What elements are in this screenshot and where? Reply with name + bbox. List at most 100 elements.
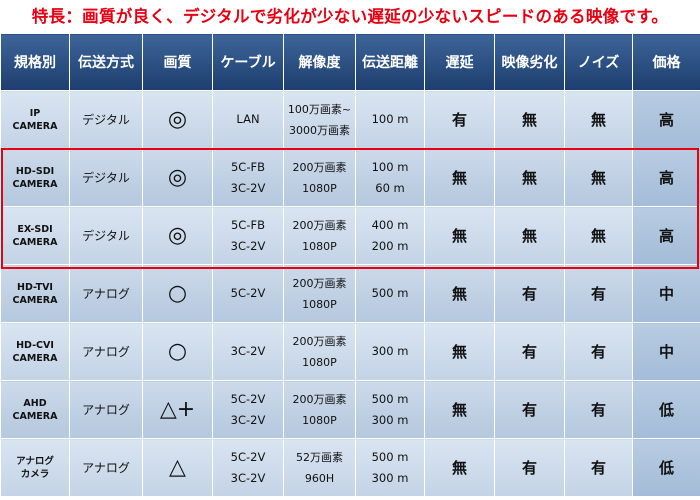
cell-price: 中 (632, 322, 700, 381)
cell-price: 低 (632, 380, 700, 439)
cell-degradation: 有 (494, 264, 565, 323)
cell-distance-line: 500 m (371, 391, 409, 406)
cell-cable: 5C-2V 3C-2V (212, 438, 284, 497)
cell-cable-line: LAN (236, 112, 260, 126)
cell-quality: △+ (142, 380, 213, 439)
cell-resolution-line: 960H (304, 471, 335, 485)
table-row: HD-SDI CAMERA デジタル ◎ 5C-FB 3C-2V 200万画素 1080P 10… (0, 148, 700, 207)
cell-spec-line: CAMERA (12, 178, 58, 190)
cell-price: 高 (632, 90, 700, 149)
table-row: EX-SDI CAMERA デジタル ◎ 5C-FB 3C-2V 200万画素 1080P 40… (0, 206, 700, 265)
cell-resolution-line: 1080P (302, 297, 337, 311)
cell-spec: IP CAMERA (0, 90, 70, 149)
cell-resolution: 200万画素 1080P (283, 322, 356, 381)
cell-degradation: 無 (494, 90, 565, 149)
cell-cable: 3C-2V (212, 322, 284, 381)
cell-delay: 無 (424, 206, 495, 265)
column-header: 映像劣化 (494, 33, 565, 91)
cell-spec-line: CAMERA (12, 294, 58, 306)
cell-degradation: 有 (494, 322, 565, 381)
cell-spec-line: HD-TVI (17, 281, 53, 293)
column-header: 画質 (142, 33, 213, 91)
cell-distance-line: 500 m (371, 449, 409, 464)
column-header: 価格 (632, 33, 700, 91)
cell-resolution-line: 3000万画素 (289, 123, 350, 137)
table-row: アナログ カメラ アナログ △ 5C-2V 3C-2V 52万画素 960H 500 m 300 … (0, 438, 700, 497)
cell-quality: △ (142, 438, 213, 497)
column-header: 規格別 (0, 33, 70, 91)
cell-quality: ◎ (142, 90, 213, 149)
cell-price: 低 (632, 438, 700, 497)
cell-distance-line: 200 m (371, 238, 409, 253)
cell-distance: 300 m (355, 322, 425, 381)
cell-cable-line: 5C-2V (230, 449, 266, 464)
cell-degradation: 無 (494, 206, 565, 265)
cell-noise: 無 (564, 90, 633, 149)
cell-transmission: デジタル (69, 90, 143, 149)
cell-spec-line: AHD (23, 397, 47, 409)
cell-noise: 有 (564, 380, 633, 439)
cell-cable-line: 5C-FB (230, 159, 265, 174)
cell-cable: 5C-FB 3C-2V (212, 206, 284, 265)
cell-quality: ◎ (142, 206, 213, 265)
cell-distance-line: 300 m (371, 344, 409, 358)
cell-cable-line: 3C-2V (230, 238, 266, 253)
cell-distance-line: 100 m (371, 112, 409, 126)
comparison-table: 規格別 伝送方式 画質 ケーブル 解像度 伝送距離 遅延 映像劣化 ノイズ 価格… (0, 33, 700, 497)
table-row: AHD CAMERA アナログ △+ 5C-2V 3C-2V 200万画素 1080P 500 … (0, 380, 700, 439)
cell-distance-line: 500 m (371, 286, 409, 300)
page-headline: 特長：画質が良く、デジタルで劣化が少ない遅延の少ないスピードのある映像です。 (31, 7, 669, 26)
cell-price: 高 (632, 206, 700, 265)
cell-distance-line: 100 m (371, 159, 409, 174)
cell-spec-line: CAMERA (12, 352, 58, 364)
cell-spec-line: CAMERA (12, 120, 58, 132)
cell-resolution: 100万画素~ 3000万画素 (283, 90, 356, 149)
cell-spec-line: EX-SDI (17, 223, 53, 235)
cell-resolution-line: 1080P (302, 181, 337, 195)
cell-resolution: 52万画素 960H (283, 438, 356, 497)
cell-spec: EX-SDI CAMERA (0, 206, 70, 265)
cell-cable: 5C-2V (212, 264, 284, 323)
column-header: ノイズ (564, 33, 633, 91)
cell-cable-line: 5C-2V (230, 391, 266, 406)
cell-distance: 400 m 200 m (355, 206, 425, 265)
cell-spec: HD-CVI CAMERA (0, 322, 70, 381)
cell-cable-line: 3C-2V (230, 344, 266, 358)
cell-cable-line: 3C-2V (230, 470, 266, 485)
cell-distance-line: 400 m (371, 217, 409, 232)
cell-quality: ○ (142, 322, 213, 381)
cell-transmission: アナログ (69, 380, 143, 439)
cell-price: 中 (632, 264, 700, 323)
cell-cable-line: 3C-2V (230, 412, 266, 427)
cell-spec-line: カメラ (20, 468, 50, 480)
cell-delay: 無 (424, 322, 495, 381)
cell-distance-line: 300 m (371, 470, 409, 485)
cell-spec: HD-TVI CAMERA (0, 264, 70, 323)
cell-delay: 無 (424, 148, 495, 207)
cell-distance: 500 m 300 m (355, 438, 425, 497)
cell-spec-line: アナログ (16, 455, 54, 467)
cell-spec-line: IP (29, 107, 41, 119)
column-header: 伝送距離 (355, 33, 425, 91)
cell-cable-line: 3C-2V (230, 180, 266, 195)
cell-distance: 100 m 60 m (355, 148, 425, 207)
cell-resolution: 200万画素 1080P (283, 148, 356, 207)
cell-resolution: 200万画素 1080P (283, 206, 356, 265)
cell-spec-line: HD-SDI (15, 165, 55, 177)
cell-resolution: 200万画素 1080P (283, 380, 356, 439)
cell-noise: 有 (564, 264, 633, 323)
cell-resolution-line: 200万画素 (292, 276, 347, 290)
cell-spec-line: CAMERA (12, 410, 58, 422)
cell-transmission: アナログ (69, 438, 143, 497)
cell-resolution-line: 200万画素 (292, 334, 347, 348)
cell-delay: 無 (424, 380, 495, 439)
cell-distance-line: 300 m (371, 412, 409, 427)
cell-cable: 5C-2V 3C-2V (212, 380, 284, 439)
cell-distance: 500 m 300 m (355, 380, 425, 439)
column-header: 解像度 (283, 33, 356, 91)
cell-resolution-line: 1080P (302, 413, 337, 427)
cell-spec: AHD CAMERA (0, 380, 70, 439)
